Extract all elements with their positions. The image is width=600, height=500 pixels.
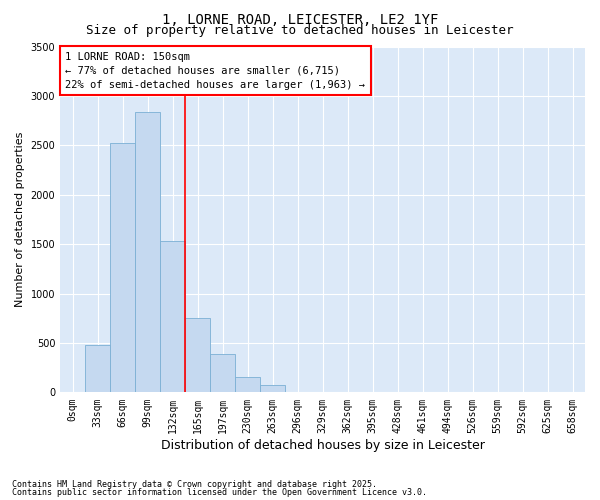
Bar <box>85 345 110 393</box>
Text: 1 LORNE ROAD: 150sqm
← 77% of detached houses are smaller (6,715)
22% of semi-de: 1 LORNE ROAD: 150sqm ← 77% of detached h… <box>65 52 365 90</box>
Y-axis label: Number of detached properties: Number of detached properties <box>15 132 25 307</box>
Bar <box>135 112 160 392</box>
Bar <box>235 377 260 392</box>
Bar <box>260 384 285 392</box>
Bar <box>110 144 135 392</box>
X-axis label: Distribution of detached houses by size in Leicester: Distribution of detached houses by size … <box>161 440 485 452</box>
Bar <box>185 318 210 392</box>
Text: Contains public sector information licensed under the Open Government Licence v3: Contains public sector information licen… <box>12 488 427 497</box>
Text: 1, LORNE ROAD, LEICESTER, LE2 1YF: 1, LORNE ROAD, LEICESTER, LE2 1YF <box>162 12 438 26</box>
Bar <box>210 354 235 393</box>
Bar <box>160 241 185 392</box>
Text: Size of property relative to detached houses in Leicester: Size of property relative to detached ho… <box>86 24 514 37</box>
Text: Contains HM Land Registry data © Crown copyright and database right 2025.: Contains HM Land Registry data © Crown c… <box>12 480 377 489</box>
